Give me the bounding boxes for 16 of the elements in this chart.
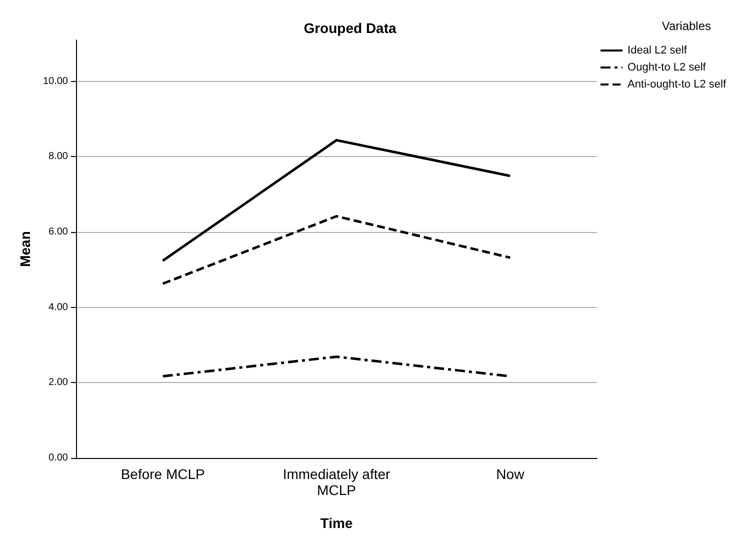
x-axis-title: Time xyxy=(320,515,353,531)
x-tick-label: Immediately after MCLP xyxy=(282,466,391,498)
legend-label: Anti-ought-to L2 self xyxy=(628,78,727,90)
legend-title: Variables xyxy=(662,19,712,33)
y-tick-label: 2.00 xyxy=(48,377,68,388)
x-tick-label: Now xyxy=(496,466,526,482)
legend-label: Ideal L2 self xyxy=(628,44,688,56)
legend-label: Ought-to L2 self xyxy=(628,62,707,74)
x-tick-label: Before MCLP xyxy=(120,466,205,482)
y-axis-title: Mean xyxy=(17,231,33,267)
y-tick-label: 6.00 xyxy=(48,226,68,238)
y-tick-label: 10.00 xyxy=(42,76,68,87)
chart-title: Grouped Data xyxy=(304,20,396,36)
y-tick-label: 8.00 xyxy=(48,151,68,162)
y-tick-label: 4.00 xyxy=(48,302,68,313)
y-tick-label: 0.00 xyxy=(48,452,68,464)
